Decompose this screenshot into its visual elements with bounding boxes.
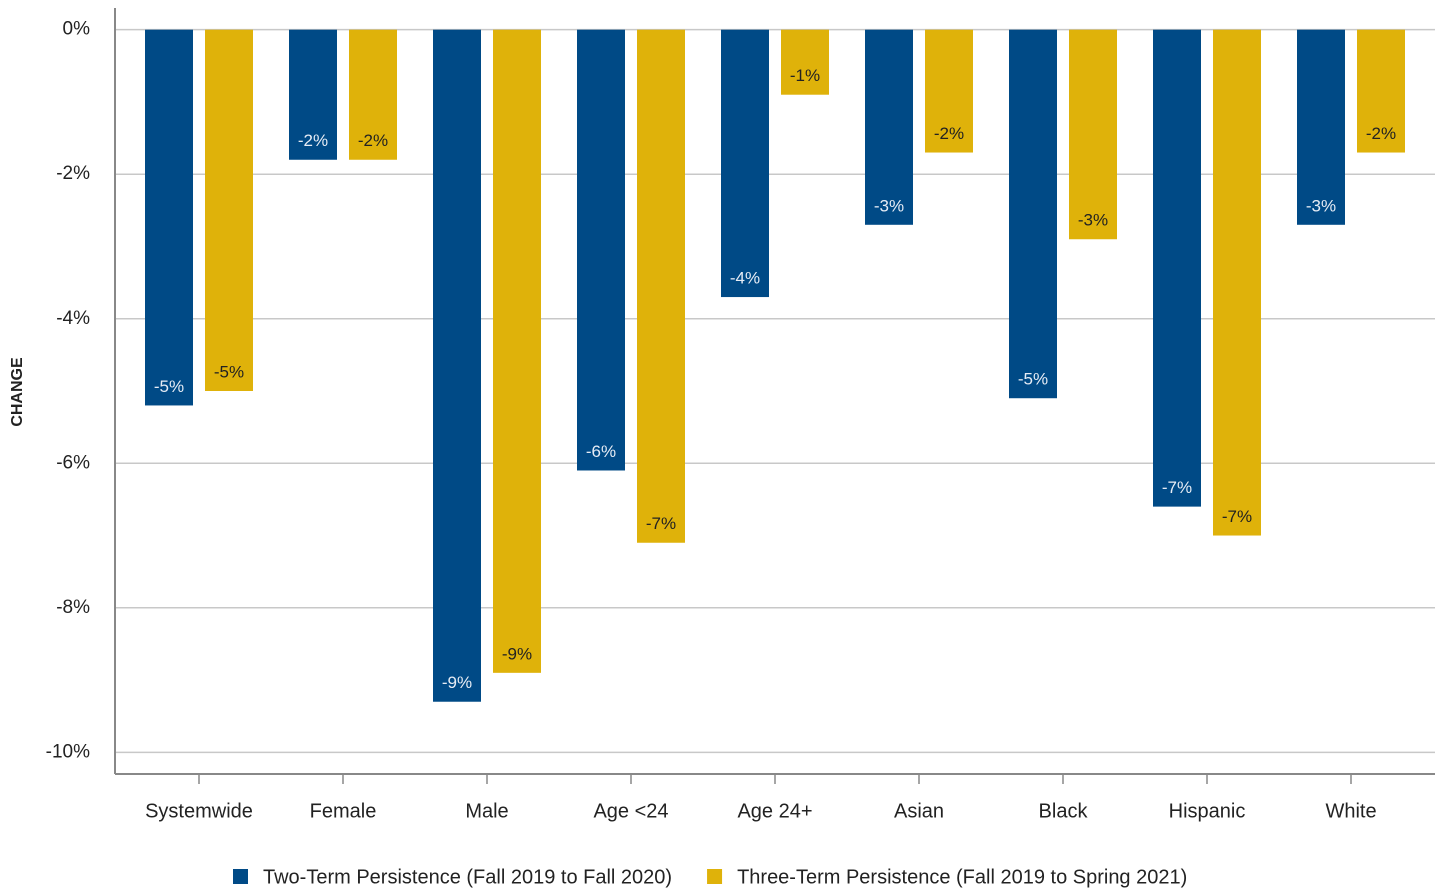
value-label: -9% xyxy=(442,673,472,692)
x-tick-label: Male xyxy=(465,800,508,822)
bar xyxy=(1357,29,1405,153)
bar xyxy=(289,29,337,160)
bar xyxy=(145,29,193,406)
y-tick-label: -8% xyxy=(56,597,90,618)
bar xyxy=(493,29,541,673)
bar xyxy=(349,29,397,160)
value-label: -2% xyxy=(1366,124,1396,143)
bar xyxy=(1069,29,1117,240)
bar xyxy=(205,29,253,391)
x-tick-label: Systemwide xyxy=(145,800,253,822)
value-label: -3% xyxy=(1306,196,1336,215)
bar xyxy=(1153,29,1201,507)
bar xyxy=(865,29,913,225)
value-label: -3% xyxy=(874,196,904,215)
value-label: -2% xyxy=(298,131,328,150)
value-label: -4% xyxy=(730,269,760,288)
bar xyxy=(433,29,481,702)
legend-swatch xyxy=(707,869,723,884)
bar xyxy=(925,29,973,153)
x-tick-label: Black xyxy=(1039,800,1089,822)
bar xyxy=(1009,29,1057,399)
legend-label: Two-Term Persistence (Fall 2019 to Fall … xyxy=(263,866,672,888)
value-label: -5% xyxy=(1018,370,1048,389)
value-label: -2% xyxy=(934,124,964,143)
bar xyxy=(721,29,769,298)
value-label: -5% xyxy=(154,377,184,396)
value-label: -7% xyxy=(1222,507,1252,526)
bar xyxy=(577,29,625,471)
bar xyxy=(781,29,829,95)
value-label: -9% xyxy=(502,644,532,663)
bar xyxy=(1297,29,1345,225)
legend-label: Three-Term Persistence (Fall 2019 to Spr… xyxy=(737,866,1187,888)
x-tick-label: Hispanic xyxy=(1169,800,1246,822)
x-tick-label: Female xyxy=(310,800,377,822)
y-tick-label: 0% xyxy=(63,19,91,40)
bar xyxy=(637,29,685,543)
y-tick-label: -2% xyxy=(56,163,90,184)
bar xyxy=(1213,29,1261,536)
value-label: -1% xyxy=(790,66,820,85)
x-tick-label: Age 24+ xyxy=(737,800,812,822)
y-axis-label: CHANGE xyxy=(9,357,26,427)
x-tick-label: Age <24 xyxy=(593,800,668,822)
value-label: -5% xyxy=(214,362,244,381)
value-label: -6% xyxy=(586,442,616,461)
y-tick-label: -10% xyxy=(46,741,90,762)
x-tick-label: Asian xyxy=(894,800,944,822)
value-label: -7% xyxy=(1162,478,1192,497)
x-tick-label: White xyxy=(1325,800,1376,822)
y-tick-label: -4% xyxy=(56,308,90,329)
value-label: -7% xyxy=(646,514,676,533)
value-label: -2% xyxy=(358,131,388,150)
value-label: -3% xyxy=(1078,211,1108,230)
y-tick-label: -6% xyxy=(56,452,90,473)
legend-swatch xyxy=(233,869,248,884)
